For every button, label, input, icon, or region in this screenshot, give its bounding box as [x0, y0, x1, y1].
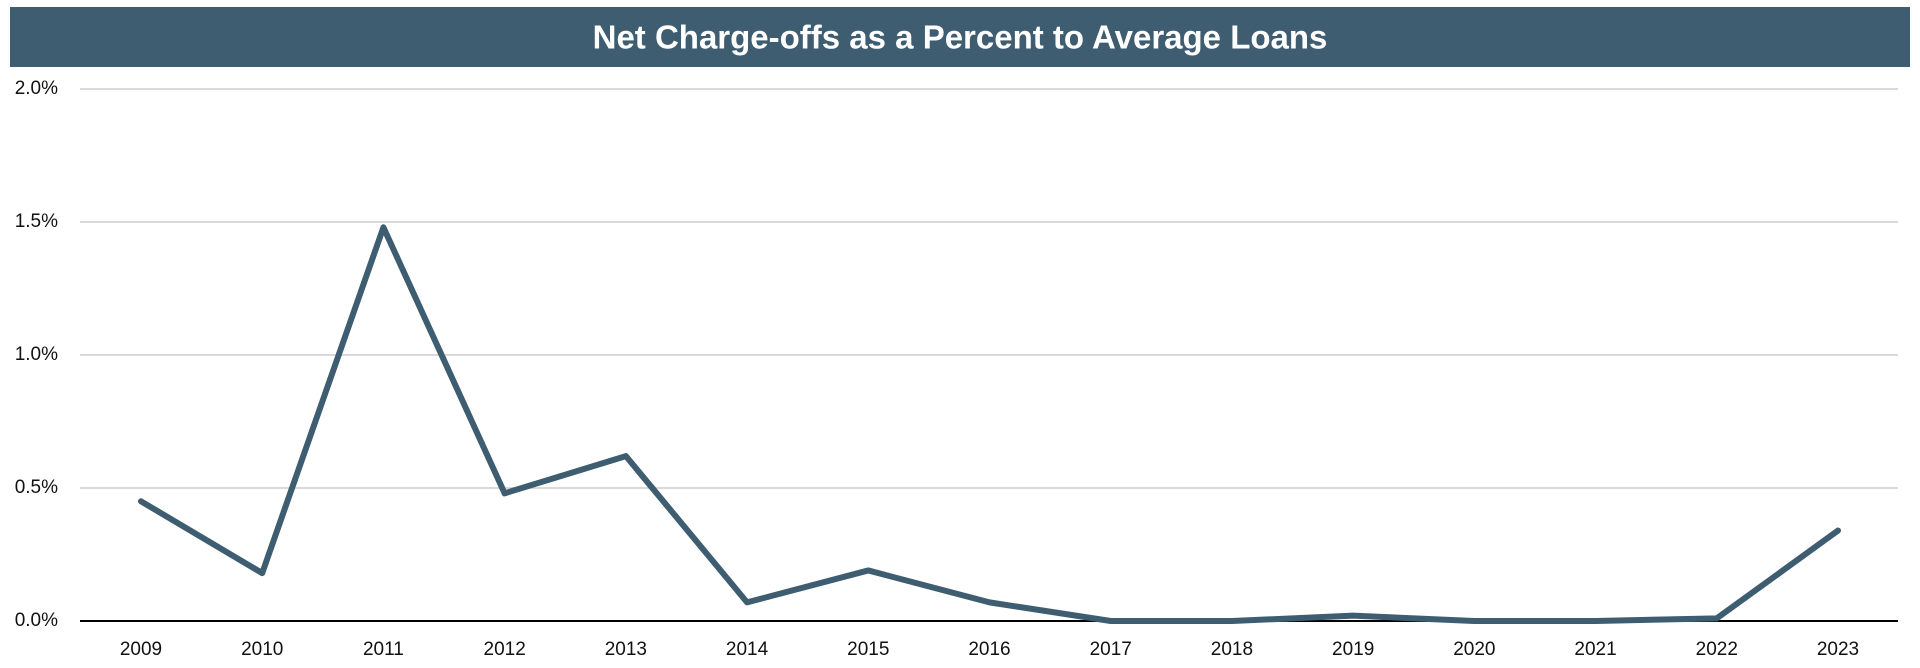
y-tick-label: 0.0%: [15, 610, 58, 631]
title-bar: [10, 7, 1910, 67]
x-tick-label: 2020: [1453, 639, 1495, 660]
y-tick-label: 2.0%: [15, 78, 58, 99]
x-tick-label: 2015: [847, 639, 889, 660]
x-tick-label: 2021: [1574, 639, 1616, 660]
x-tick-label: 2012: [484, 639, 526, 660]
x-tick-label: 2022: [1696, 639, 1738, 660]
y-tick-label: 1.5%: [15, 211, 58, 232]
x-tick-label: 2019: [1332, 639, 1374, 660]
x-tick-label: 2014: [726, 639, 769, 660]
y-tick-label: 0.5%: [15, 477, 58, 498]
x-tick-label: 2017: [1090, 639, 1132, 660]
x-tick-label: 2018: [1211, 639, 1253, 660]
x-tick-label: 2009: [120, 639, 162, 660]
x-tick-label: 2011: [363, 639, 404, 660]
line: [138, 224, 1841, 624]
x-tick-label: 2010: [241, 639, 283, 660]
x-tick-label: 2013: [605, 639, 647, 660]
chart-title: Net Charge-offs as a Percent to Average …: [593, 19, 1328, 56]
y-tick-label: 1.0%: [15, 344, 58, 365]
x-tick-label: 2023: [1817, 639, 1859, 660]
x-tick-label: 2016: [968, 639, 1010, 660]
